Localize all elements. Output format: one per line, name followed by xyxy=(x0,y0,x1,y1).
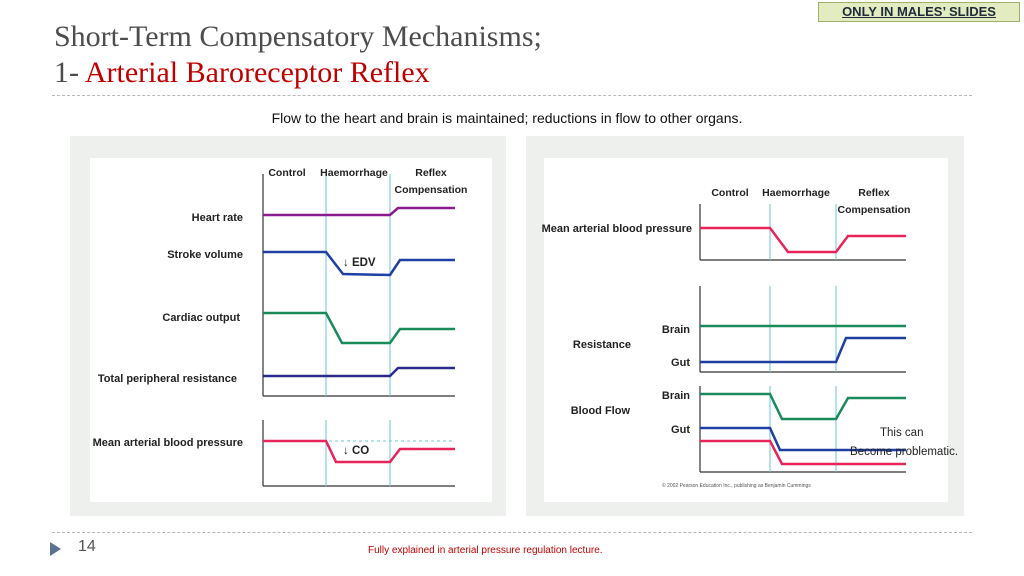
trace-flow-brain xyxy=(700,392,906,421)
label-resistance: Resistance xyxy=(573,339,631,351)
page-title-line2: 1- Arterial Baroreceptor Reflex xyxy=(54,56,430,90)
label-tpr: Total peripheral resistance xyxy=(98,373,237,385)
phase-compensation-right: Compensation xyxy=(838,204,911,216)
label-flow-gut: Gut xyxy=(671,424,690,436)
phase-reflex: Reflex xyxy=(415,167,447,179)
phase-control-right: Control xyxy=(711,187,748,199)
footer-divider xyxy=(52,532,972,533)
trace-cardiac-output xyxy=(263,311,455,345)
label-cardiac-output: Cardiac output xyxy=(162,312,240,324)
label-heart-rate: Heart rate xyxy=(192,212,243,224)
left-diagram: Control Haemorrhage Reflex Compensation … xyxy=(90,158,492,502)
phase-compensation: Compensation xyxy=(395,184,468,196)
phase-reflex-right: Reflex xyxy=(858,187,890,199)
left-diagram-panel: Control Haemorrhage Reflex Compensation … xyxy=(70,136,506,516)
label-flow-brain: Brain xyxy=(662,390,690,402)
slide-arrow-icon xyxy=(50,542,61,556)
note-line2: Become problematic. xyxy=(850,446,958,458)
label-map: Mean arterial blood pressure xyxy=(93,437,243,449)
phase-haemorrhage: Haemorrhage xyxy=(320,167,388,179)
trace-flow-gut xyxy=(700,426,906,452)
label-stroke-volume: Stroke volume xyxy=(167,249,243,261)
annotation-co: ↓ CO xyxy=(343,445,369,457)
trace-map-right xyxy=(700,226,906,254)
trace-stroke-volume xyxy=(263,250,455,277)
trace-resistance-gut xyxy=(700,336,906,364)
title-number: 1- xyxy=(54,56,79,89)
footer-note: Fully explained in arterial pressure reg… xyxy=(368,545,603,556)
males-only-badge: ONLY IN MALES’ SLIDES xyxy=(818,2,1020,22)
label-map-right: Mean arterial blood pressure xyxy=(542,223,692,235)
label-resistance-brain: Brain xyxy=(662,324,690,336)
label-blood-flow: Blood Flow xyxy=(571,405,631,417)
phase-control: Control xyxy=(268,167,305,179)
page-number: 14 xyxy=(78,538,96,555)
page-title-line1: Short-Term Compensatory Mechanisms; xyxy=(54,20,542,53)
trace-flow-map xyxy=(700,439,906,466)
annotation-edv: ↓ EDV xyxy=(343,257,376,269)
subtitle: Flow to the heart and brain is maintaine… xyxy=(271,110,743,126)
right-diagram-panel: Control Haemorrhage Reflex Compensation … xyxy=(526,136,964,516)
note-line1: This can xyxy=(880,427,923,439)
right-diagram: Control Haemorrhage Reflex Compensation … xyxy=(542,158,958,502)
label-resistance-gut: Gut xyxy=(671,357,690,369)
trace-tpr xyxy=(263,366,455,378)
right-diagram-canvas xyxy=(544,158,948,502)
header-divider xyxy=(52,95,972,96)
phase-haemorrhage-right: Haemorrhage xyxy=(762,187,830,199)
trace-map xyxy=(263,439,455,464)
copyright-note: © 2002 Pearson Education Inc., publishin… xyxy=(662,482,811,489)
title-highlight: Arterial Baroreceptor Reflex xyxy=(84,56,430,89)
trace-heart-rate xyxy=(263,206,455,217)
